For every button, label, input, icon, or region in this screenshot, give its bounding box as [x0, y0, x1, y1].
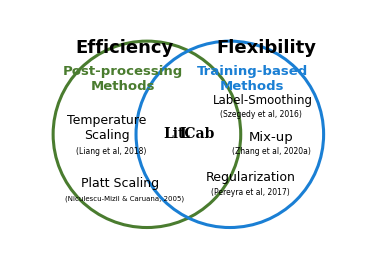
Text: Temperature
Scaling: Temperature Scaling: [67, 114, 147, 142]
Text: L: L: [179, 127, 189, 141]
Text: (Niculescu-Mizil & Caruana, 2005): (Niculescu-Mizil & Caruana, 2005): [65, 196, 184, 202]
Text: Mix-up: Mix-up: [249, 131, 294, 144]
Text: (Szegedy et al, 2016): (Szegedy et al, 2016): [220, 110, 302, 119]
Text: Training-based
Methods: Training-based Methods: [196, 65, 308, 93]
Text: Regularization: Regularization: [206, 171, 296, 184]
Text: Platt Scaling: Platt Scaling: [81, 177, 159, 190]
Text: (Zhang et al, 2020a): (Zhang et al, 2020a): [232, 147, 311, 156]
Text: LitCab: LitCab: [163, 127, 214, 141]
Text: (Pereyra et al, 2017): (Pereyra et al, 2017): [211, 188, 290, 197]
Text: (Liang et al, 2018): (Liang et al, 2018): [76, 147, 147, 156]
Text: Post-processing
Methods: Post-processing Methods: [63, 65, 183, 93]
Text: Flexibility: Flexibility: [217, 39, 317, 57]
Text: Label-Smoothing: Label-Smoothing: [212, 94, 312, 107]
Text: Efficiency: Efficiency: [76, 39, 174, 57]
